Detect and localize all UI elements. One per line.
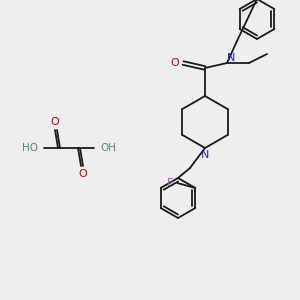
Text: F: F	[167, 178, 173, 188]
Text: O: O	[51, 117, 59, 127]
Text: O: O	[79, 169, 87, 179]
Text: HO: HO	[22, 143, 38, 153]
Text: N: N	[201, 150, 209, 160]
Text: O: O	[171, 58, 179, 68]
Text: OH: OH	[100, 143, 116, 153]
Text: N: N	[227, 53, 235, 63]
